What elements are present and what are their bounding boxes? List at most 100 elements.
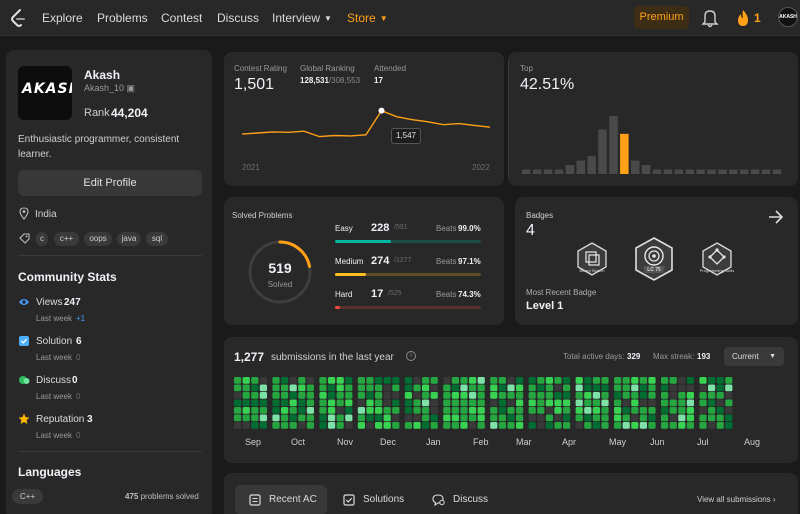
heatmap-cell [306, 407, 314, 414]
profile-bio: Enthusiastic programmer, consistent lear… [18, 134, 180, 160]
nav-contest[interactable]: Contest [161, 11, 203, 25]
heatmap-cell [601, 392, 609, 399]
heatmap-cell [669, 392, 677, 399]
distribution-bar [598, 129, 607, 174]
top-percentile-card [508, 52, 798, 186]
heatmap-cell [498, 407, 506, 414]
heatmap-cell [306, 422, 314, 429]
heatmap-cell [272, 407, 280, 414]
top-value: 42.51% [520, 76, 575, 93]
heatmap-cell [601, 377, 609, 384]
heatmap-cell [528, 407, 536, 414]
heatmap-cell [298, 384, 306, 392]
avatar[interactable]: AKASH [778, 7, 798, 27]
period-dropdown[interactable]: Current ▼ [724, 347, 784, 366]
heatmap-cell [328, 399, 336, 407]
heatmap-cell [507, 384, 515, 392]
profile-avatar: AKASH [18, 66, 72, 120]
badge-programming-skills[interactable]: Programming Skills [699, 241, 735, 280]
heatmap-cell [345, 414, 353, 422]
badge-lc75[interactable]: LC 75 [633, 236, 675, 285]
heatmap-cell [289, 377, 297, 384]
location-text: India [35, 209, 57, 220]
heatmap-cell [490, 407, 498, 414]
profile-name: Akash [84, 68, 121, 82]
distribution-bar-chart[interactable] [520, 104, 790, 174]
heatmap-cell [404, 422, 412, 429]
heatmap-cell [639, 422, 647, 429]
heatmap-cell [336, 407, 344, 414]
month-label: Mar [516, 437, 532, 447]
nav-problems[interactable]: Problems [97, 11, 148, 25]
solved-ring[interactable] [246, 238, 314, 306]
heatmap-cell [669, 414, 677, 422]
heatmap-cell [281, 392, 289, 399]
heatmap-cell [490, 422, 498, 429]
heatmap-cell [584, 392, 592, 399]
badge-label: LC 75 [647, 267, 661, 273]
rating-line-chart[interactable] [240, 100, 492, 150]
skill-tag[interactable]: c [36, 232, 48, 246]
heatmap-cell [298, 392, 306, 399]
arrow-right-icon[interactable] [768, 210, 784, 224]
heatmap-cell [516, 414, 524, 422]
heatmap-cell [516, 422, 524, 429]
recent-badge-label: Most Recent Badge [526, 288, 597, 297]
heatmap-cell [631, 384, 639, 392]
heatmap-cell [392, 377, 400, 384]
heatmap-cell [289, 407, 297, 414]
badge-binary-search[interactable]: Binary Search [574, 241, 610, 280]
nav-discuss[interactable]: Discuss [217, 11, 260, 25]
fire-icon[interactable] [736, 9, 750, 27]
premium-button[interactable]: Premium [634, 6, 689, 29]
nav-interview[interactable]: Interview ▼ [272, 11, 332, 25]
heatmap-cell [319, 392, 327, 399]
heatmap-cell [392, 414, 400, 422]
skill-tag[interactable]: sql [146, 232, 168, 246]
heatmap-cell [404, 399, 412, 407]
bell-icon[interactable] [701, 8, 719, 28]
heatmap-cell [413, 384, 421, 392]
heatmap-cell [669, 407, 677, 414]
distribution-bar [565, 165, 575, 174]
skill-tag[interactable]: java [117, 232, 141, 246]
heatmap-cell [554, 392, 562, 399]
heatmap-cell [575, 384, 583, 392]
tab-recent-ac[interactable]: Recent AC [235, 485, 327, 514]
difficulty-progress-track [335, 306, 481, 309]
heatmap-cell [443, 414, 451, 422]
heatmap-cell [686, 384, 694, 392]
edit-profile-button[interactable]: Edit Profile [18, 170, 202, 196]
heatmap-cell [584, 399, 592, 407]
nav-store[interactable]: Store ▼ [347, 11, 388, 25]
heatmap-cell [392, 422, 400, 429]
view-all-submissions-link[interactable]: View all submissions › [697, 495, 776, 504]
heatmap-cell [545, 384, 553, 392]
heatmap-cell [584, 422, 592, 429]
heatmap-cell [584, 377, 592, 384]
heatmap-cell [234, 377, 242, 384]
leetcode-logo[interactable] [9, 8, 27, 28]
nav-explore[interactable]: Explore [42, 11, 83, 25]
heatmap-cell [281, 384, 289, 392]
heatmap-cell [507, 399, 515, 407]
heatmap-cell [498, 377, 506, 384]
heatmap-cell [443, 377, 451, 384]
heatmap-cell [357, 384, 365, 392]
heatmap-cell [319, 399, 327, 407]
distribution-bar [576, 160, 585, 174]
heatmap-cell [451, 377, 459, 384]
language-tag[interactable]: C++ [12, 489, 44, 504]
tab-solutions[interactable]: Solutions [341, 485, 421, 514]
heatmap-cell [545, 422, 553, 429]
heatmap-cell [545, 399, 553, 407]
tab-discuss[interactable]: Discuss [431, 485, 511, 514]
info-icon[interactable]: i [406, 351, 416, 361]
top-nav: Explore Problems Contest Discuss Intervi… [0, 0, 800, 36]
distribution-bar [543, 169, 553, 174]
heatmap-cell [259, 384, 267, 392]
heatmap-cell [631, 392, 639, 399]
skill-tag[interactable]: oops [84, 232, 112, 246]
submission-heatmap[interactable] [234, 377, 786, 429]
skill-tag[interactable]: c++ [54, 232, 79, 246]
